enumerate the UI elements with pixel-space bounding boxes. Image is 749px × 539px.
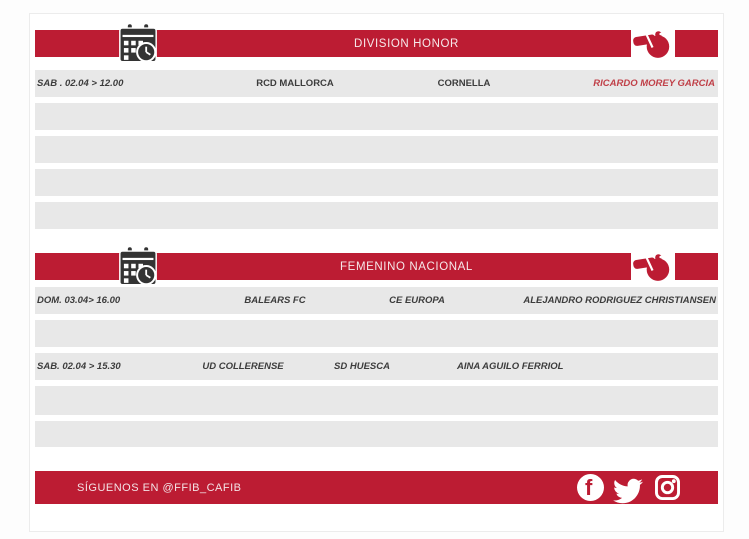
schedule-row-empty — [35, 386, 718, 415]
follow-us-text: SÍGUENOS EN @FFIB_CAFIB — [77, 481, 242, 494]
instagram-icon[interactable] — [654, 474, 681, 501]
referee-name: RICARDO MOREY GARCIA — [593, 78, 715, 89]
whistle-icon — [632, 25, 674, 61]
match-datetime: SAB . 02.04 > 12.00 — [37, 78, 124, 89]
section-header-division-honor: DIVISION HONOR — [35, 22, 718, 63]
match-datetime: SAB. 02.04 > 15.30 — [37, 361, 121, 372]
schedule-row: SAB . 02.04 > 12.00 RCD MALLORCA CORNELL… — [35, 70, 718, 97]
facebook-icon[interactable]: f — [577, 474, 604, 501]
calendar-clock-icon — [118, 22, 158, 65]
facebook-letter: f — [585, 475, 593, 500]
home-team: UD COLLERENSE — [202, 361, 284, 372]
section-title: FEMENINO NACIONAL — [340, 260, 473, 273]
referee-name: ALEJANDRO RODRIGUEZ CHRISTIANSEN — [523, 295, 716, 306]
schedule-row-empty — [35, 421, 718, 447]
schedule-row-empty — [35, 103, 718, 130]
away-team: SD HUESCA — [334, 361, 390, 372]
away-team: CORNELLA — [437, 78, 491, 89]
schedule-row-empty — [35, 320, 718, 347]
whistle-icon — [632, 248, 674, 284]
twitter-icon[interactable] — [609, 476, 647, 506]
section-title: DIVISION HONOR — [354, 37, 459, 50]
away-team: CE EUROPA — [389, 295, 445, 306]
section-header-femenino-nacional: FEMENINO NACIONAL — [35, 245, 718, 286]
social-icons: f — [35, 474, 718, 504]
whistle-notch — [631, 30, 675, 58]
match-datetime: DOM. 03.04> 16.00 — [37, 295, 121, 306]
schedule-row-empty — [35, 202, 718, 229]
schedule-row: SAB. 02.04 > 15.30 UD COLLERENSE SD HUES… — [35, 353, 718, 380]
calendar-clock-icon — [118, 245, 158, 288]
home-team: RCD MALLORCA — [256, 78, 334, 89]
referee-name: AINA AGUILO FERRIOL — [457, 361, 564, 372]
schedule-row-empty — [35, 169, 718, 196]
whistle-notch — [631, 253, 675, 281]
home-team: BALEARS FC — [244, 295, 306, 306]
schedule-row: DOM. 03.04> 16.00 BALEARS FC CE EUROPA A… — [35, 287, 718, 314]
schedule-row-empty — [35, 136, 718, 163]
footer-bar: SÍGUENOS EN @FFIB_CAFIB f — [35, 471, 718, 504]
